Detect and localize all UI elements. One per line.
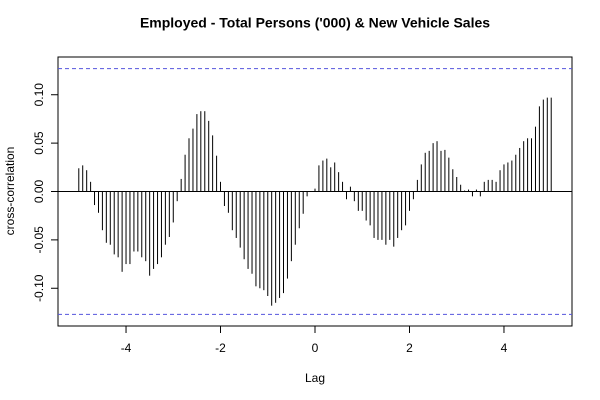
chart-title: Employed - Total Persons ('000) & New Ve… xyxy=(140,15,490,31)
x-tick-label: -2 xyxy=(215,341,226,355)
x-tick-label: -4 xyxy=(121,341,132,355)
y-axis-label: cross-correlation xyxy=(3,147,17,236)
y-tick-label: 0.10 xyxy=(32,83,46,107)
y-tick-label: 0.00 xyxy=(32,179,46,203)
y-tick-label: -0.10 xyxy=(32,274,46,302)
x-axis-label: Lag xyxy=(305,371,325,385)
y-tick-label: 0.05 xyxy=(32,131,46,155)
x-tick-label: 0 xyxy=(312,341,319,355)
x-tick-label: 2 xyxy=(406,341,413,355)
y-tick-label: -0.05 xyxy=(32,226,46,254)
x-tick-label: 4 xyxy=(501,341,508,355)
